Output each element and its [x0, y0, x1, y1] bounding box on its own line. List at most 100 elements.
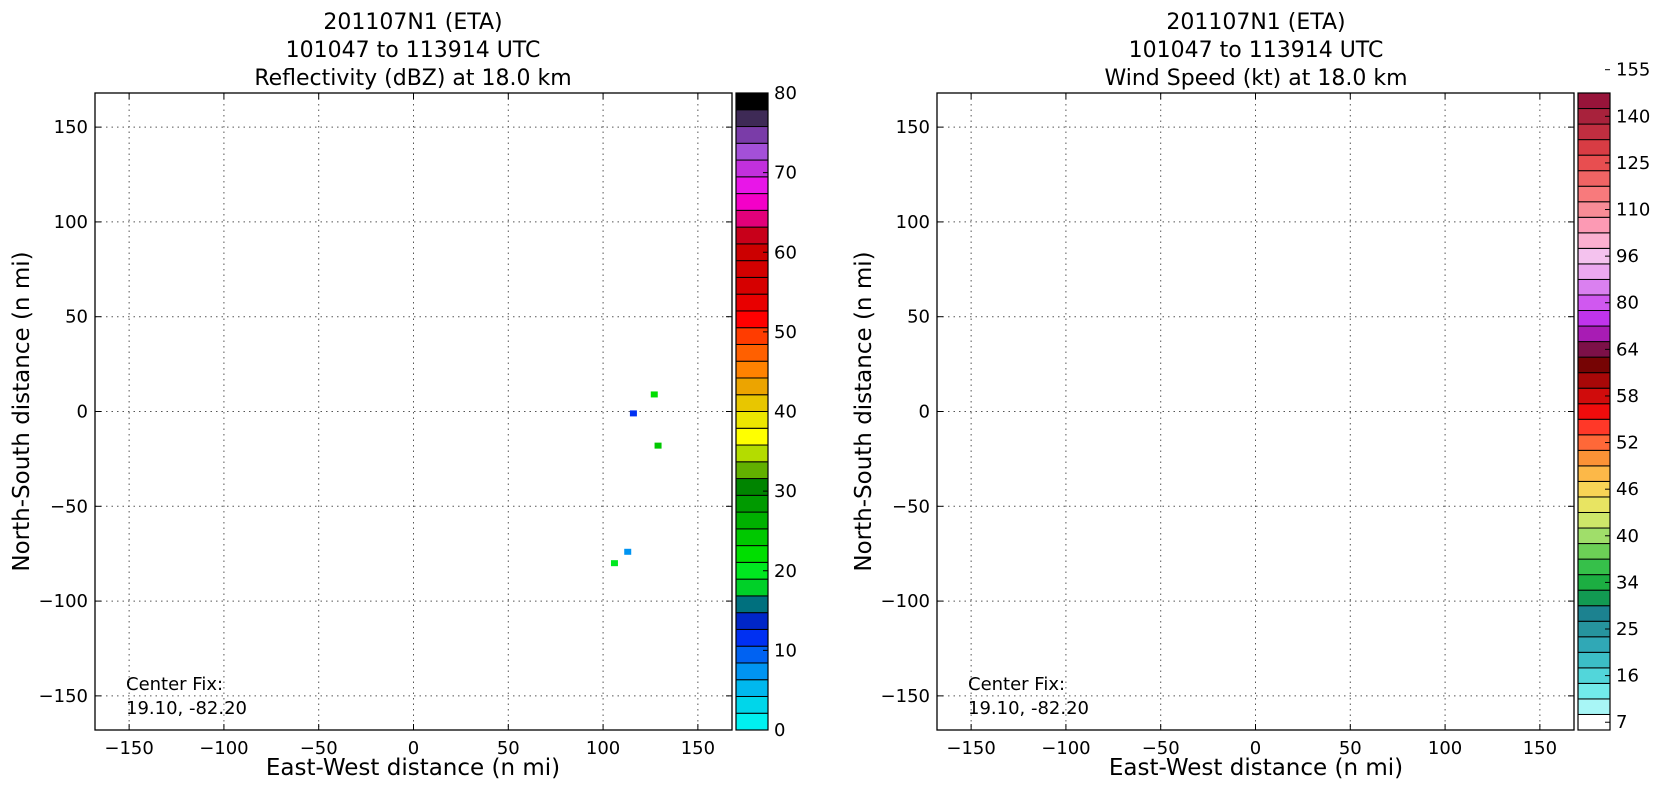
colorbar-segment [1577, 511, 1611, 529]
colorbar-segment [1577, 263, 1611, 280]
data-cell [650, 391, 658, 398]
colorbar-tick-label: 46 [1616, 479, 1639, 500]
colorbar-segment [1577, 92, 1611, 110]
colorbar-segment [735, 343, 769, 362]
y-tick-label: 100 [896, 212, 930, 233]
colorbar-segment [1577, 216, 1611, 234]
colorbar-segment [735, 478, 769, 496]
colorbar-segment [1577, 123, 1611, 141]
colorbar-segment [1577, 496, 1611, 513]
colorbar-tick-label: 80 [774, 83, 797, 104]
colorbar-segment [735, 360, 769, 379]
colorbar-segment [1577, 139, 1611, 156]
colorbar-tick-label: 40 [774, 402, 797, 423]
chart-title-line-1: 201107N1 (ETA) [1166, 10, 1345, 35]
colorbar-tick-label: 140 [1616, 106, 1650, 127]
colorbar-tick-label: 70 [774, 163, 797, 184]
colorbar-segment [735, 276, 769, 295]
x-tick-label: −100 [1041, 738, 1090, 759]
colorbar-tick-label: 10 [774, 640, 797, 661]
x-tick-label: −150 [104, 738, 153, 759]
axis-tick-labels: −150 −100 −50 0 50 100 150 −150 −100 −50 0 50 100 150 [881, 117, 1558, 759]
colorbar-segment [735, 142, 769, 161]
x-tick-label: 150 [681, 738, 715, 759]
colorbar-segment [735, 159, 769, 178]
colorbar-segment [1577, 636, 1611, 653]
colorbar-segment [735, 260, 769, 278]
colorbar-segment [1577, 605, 1611, 622]
colorbar-segment [735, 310, 769, 329]
colorbar-segment [735, 578, 769, 597]
colorbar-segment [735, 193, 769, 211]
colorbar-segment [1577, 278, 1611, 296]
colorbar-segment [735, 645, 769, 664]
x-tick-label: −150 [946, 738, 995, 759]
chart-title-line-1: 201107N1 (ETA) [323, 10, 502, 35]
reflectivity-panel: 201107N1 (ETA) 101047 to 113914 UTC Refl… [9, 10, 797, 781]
colorbar-segment [735, 293, 769, 312]
colorbar-segment [735, 226, 769, 245]
colorbar-segment [735, 628, 769, 647]
colorbar-segment [735, 327, 769, 345]
colorbar-segment [735, 461, 769, 480]
colorbar-segment [735, 411, 769, 429]
colorbar-tick-label: 30 [774, 481, 797, 502]
colorbar-segment [1577, 310, 1611, 327]
axis-tick-labels: −150 −100 −50 0 50 100 150 −150 −100 −50 0 50 100 150 [39, 117, 716, 759]
x-tick-label: 0 [1250, 738, 1261, 759]
y-tick-label: 0 [77, 402, 88, 423]
colorbar-tick-label: 20 [774, 561, 797, 582]
y-axis-label: North-South distance (n mi) [9, 251, 35, 571]
y-tick-label: −150 [881, 686, 930, 707]
data-cell [610, 560, 618, 567]
colorbar-segment [735, 679, 769, 697]
colorbar: 7 16 25 34 40 46 52 58 64 80 96 110 125 140 155 [1577, 60, 1650, 733]
colorbar-segment [735, 695, 769, 714]
x-axis-label: East-West distance (n mi) [1109, 755, 1403, 781]
center-fix-value: 19.10, -82.20 [126, 698, 247, 719]
x-tick-label: 50 [1339, 738, 1362, 759]
colorbar-segment [735, 528, 769, 547]
colorbar-segment [735, 126, 769, 144]
axis-ticks [95, 93, 732, 730]
colorbar-segment [1577, 682, 1611, 700]
plot-frame [936, 92, 1575, 731]
colorbar-segment [735, 662, 769, 681]
colorbar-segment [1577, 185, 1611, 203]
colorbar-segment [1577, 651, 1611, 669]
colorbar-tick-label: 7 [1616, 712, 1627, 733]
colorbar-segment [1577, 403, 1611, 420]
center-fix-value: 19.10, -82.20 [968, 698, 1089, 719]
colorbar-segment [735, 92, 769, 111]
colorbar-segment [1577, 372, 1611, 389]
y-tick-label: 150 [896, 117, 930, 138]
colorbar-tick-label: 40 [1616, 526, 1639, 547]
colorbar-segment [735, 394, 769, 413]
data-cell [624, 548, 632, 555]
grid-lines [937, 93, 1574, 730]
colorbar-segment [735, 545, 769, 563]
colorbar-segment [1577, 465, 1611, 482]
colorbar-frame [1577, 92, 1611, 731]
y-tick-label: 150 [54, 117, 88, 138]
colorbar-tick-label: 58 [1616, 386, 1639, 407]
y-tick-label: −150 [39, 686, 88, 707]
y-tick-label: −50 [50, 496, 88, 517]
data-cell [654, 442, 662, 449]
y-tick-label: −100 [39, 591, 88, 612]
colorbar-segment [735, 427, 769, 446]
colorbar-tick-label: 52 [1616, 433, 1639, 454]
colorbar-segment [735, 444, 769, 463]
y-tick-label: 50 [907, 307, 930, 328]
colorbar-tick-label: 34 [1616, 572, 1639, 593]
colorbar-tick-label: 64 [1616, 339, 1639, 360]
colorbar-tick-label: 60 [774, 242, 797, 263]
chart-title-line-2: 101047 to 113914 UTC [1129, 38, 1384, 63]
colorbar-segment [735, 109, 769, 128]
colorbar-segment [1577, 543, 1611, 560]
colorbar-segment [1577, 418, 1611, 436]
x-tick-label: 50 [497, 738, 520, 759]
colorbar-segment [1577, 589, 1611, 607]
colorbar-segment [1577, 558, 1611, 576]
